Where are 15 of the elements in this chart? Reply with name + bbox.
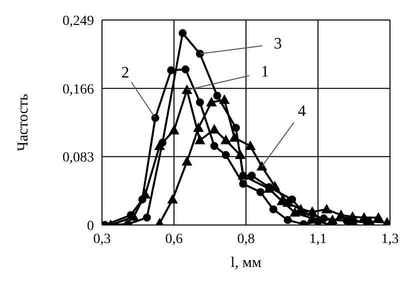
text: 4 (298, 103, 306, 120)
y-tick-label: 0 (87, 218, 94, 234)
y-tick-label: 0,166 (62, 82, 94, 98)
x-tick-label: 1,3 (381, 232, 399, 247)
x-tick-label: 1,1 (309, 232, 327, 247)
text: 3 (274, 35, 282, 52)
x-tick-label: 0,8 (237, 232, 255, 247)
x-tick-label: 0,6 (165, 232, 183, 247)
y-tick-label: 0,083 (62, 150, 94, 166)
x-axis-title: l, мм (230, 255, 262, 271)
y-tick-label: 0,249 (62, 14, 94, 29)
text: 2 (121, 64, 130, 82)
x-tick-label: 0,3 (93, 232, 111, 247)
y-axis-title: Частость (15, 94, 32, 152)
text: 1 (260, 63, 269, 80)
